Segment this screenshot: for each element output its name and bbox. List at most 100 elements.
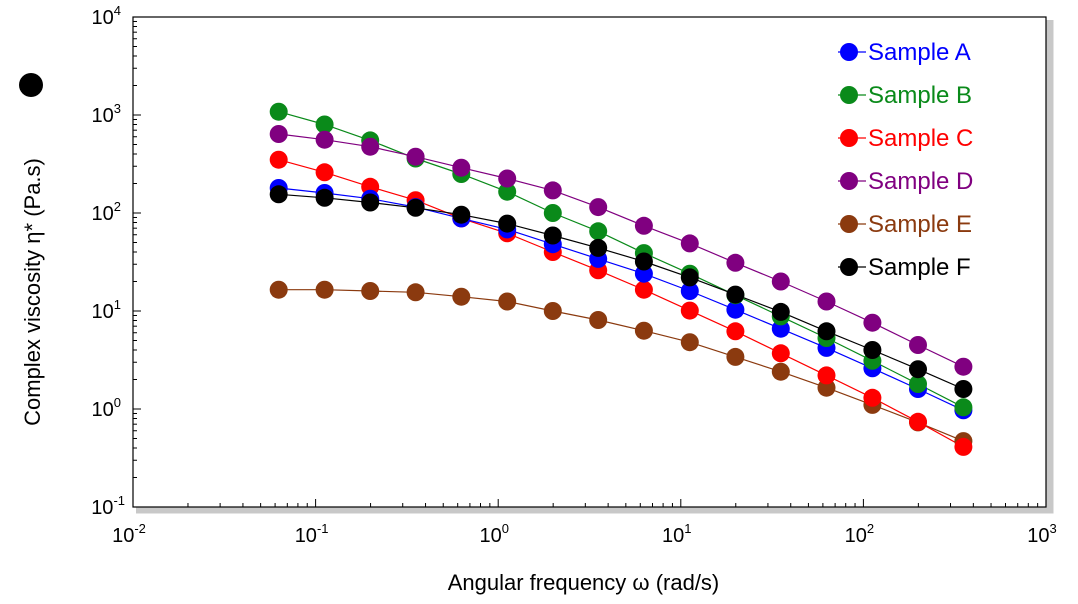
data-point-sample-f	[543, 226, 562, 245]
series-line-sample-a	[278, 187, 964, 411]
data-point-sample-f	[909, 360, 927, 379]
x-tick-label: 100	[479, 521, 508, 547]
y-tick-label: 10-1	[91, 493, 125, 519]
data-point-sample-d	[452, 158, 471, 177]
data-point-sample-f	[269, 185, 288, 204]
data-point-sample-e	[817, 378, 836, 397]
data-point-sample-c	[909, 412, 927, 431]
data-point-sample-f	[726, 285, 745, 304]
data-point-sample-b	[269, 102, 288, 121]
data-point-sample-f	[315, 188, 334, 207]
legend-label-sample-d: Sample D	[868, 168, 973, 195]
data-point-sample-f	[452, 205, 471, 224]
data-point-sample-f	[817, 322, 836, 341]
y-tick-label: 101	[92, 297, 121, 323]
data-point-sample-a	[726, 300, 745, 319]
data-point-sample-c	[726, 322, 745, 341]
legend-label-sample-a: Sample A	[868, 39, 971, 66]
data-point-sample-d	[406, 147, 425, 166]
series-line-sample-f	[278, 193, 964, 390]
data-point-sample-c	[771, 344, 790, 363]
data-point-sample-f	[498, 214, 517, 233]
data-point-sample-d	[315, 130, 334, 149]
x-tick-label: 10-2	[112, 521, 146, 547]
data-point-sample-e	[361, 282, 380, 300]
data-point-sample-d	[589, 198, 608, 217]
data-point-sample-d	[634, 216, 653, 235]
data-point-sample-e	[634, 321, 653, 340]
data-point-sample-f	[863, 341, 882, 359]
data-point-sample-d	[909, 336, 927, 354]
data-point-sample-f	[954, 380, 973, 398]
data-point-sample-b	[909, 375, 927, 393]
series-line-sample-b	[278, 111, 964, 408]
data-point-sample-a	[680, 282, 699, 300]
plot-frame	[132, 16, 1047, 508]
data-point-sample-e	[680, 333, 699, 352]
y-tick-label: 104	[92, 3, 121, 29]
data-point-sample-c	[817, 366, 836, 385]
data-point-sample-b	[954, 398, 973, 417]
data-point-sample-d	[954, 357, 973, 376]
data-point-sample-d	[361, 137, 380, 156]
data-point-sample-c	[315, 163, 334, 182]
legend-label-sample-c: Sample C	[868, 125, 973, 152]
data-point-sample-e	[589, 311, 608, 329]
x-tick-label: 102	[845, 521, 874, 547]
data-point-sample-b	[498, 182, 517, 201]
data-point-sample-e	[498, 292, 517, 311]
y-axis-title: Complex viscosity η* (Pa.s)	[20, 158, 45, 426]
data-point-sample-f	[680, 268, 699, 287]
data-point-sample-c	[269, 150, 288, 169]
legend-label-sample-e: Sample E	[868, 211, 972, 238]
data-point-sample-f	[771, 302, 790, 321]
data-point-sample-e	[269, 280, 288, 299]
y-tick-label: 103	[92, 101, 121, 127]
series-line-sample-c	[278, 159, 964, 448]
data-point-sample-d	[771, 272, 790, 291]
legend-marker-sample-e	[840, 215, 858, 233]
y-tick-label: 100	[92, 395, 121, 421]
legend-marker-sample-b	[840, 86, 858, 104]
series-line-sample-d	[278, 133, 964, 368]
data-point-sample-e	[452, 287, 471, 306]
legend-label-sample-f: Sample F	[868, 254, 971, 281]
data-point-sample-d	[680, 234, 699, 253]
data-point-sample-e	[771, 362, 790, 381]
x-tick-label: 10-1	[295, 521, 329, 547]
legend-label-sample-b: Sample B	[868, 82, 972, 109]
data-point-sample-b	[589, 222, 608, 241]
legend-marker-sample-c	[840, 129, 858, 147]
data-point-sample-e	[315, 280, 334, 299]
data-point-sample-c	[680, 301, 699, 320]
data-point-sample-c	[954, 437, 973, 456]
data-point-sample-b	[315, 115, 334, 134]
data-point-sample-f	[634, 252, 653, 271]
legend-marker-sample-a	[840, 43, 858, 61]
y-tick-label: 102	[92, 199, 121, 225]
data-point-sample-b	[543, 204, 562, 222]
data-point-sample-e	[543, 302, 562, 320]
series-line-sample-e	[278, 289, 964, 442]
data-point-sample-e	[726, 347, 745, 366]
data-point-sample-d	[269, 125, 288, 143]
data-point-sample-d	[543, 181, 562, 200]
legend-marker-sample-d	[840, 172, 858, 190]
data-point-sample-c	[863, 388, 882, 407]
data-point-sample-f	[361, 193, 380, 212]
data-point-sample-d	[817, 292, 836, 311]
data-point-sample-d	[498, 169, 517, 188]
x-axis-title: Angular frequency ω (rad/s)	[448, 570, 720, 595]
legend-marker-sample-f	[840, 258, 858, 276]
data-point-sample-f	[406, 198, 425, 217]
x-tick-label: 103	[1027, 521, 1056, 547]
plot-frame-shadow	[136, 20, 1054, 514]
y-axis-symbol-marker	[19, 73, 43, 97]
data-point-sample-e	[406, 283, 425, 302]
data-point-sample-a	[771, 319, 790, 338]
data-point-sample-f	[589, 238, 608, 257]
data-point-sample-d	[726, 253, 745, 272]
x-tick-label: 101	[662, 521, 691, 547]
